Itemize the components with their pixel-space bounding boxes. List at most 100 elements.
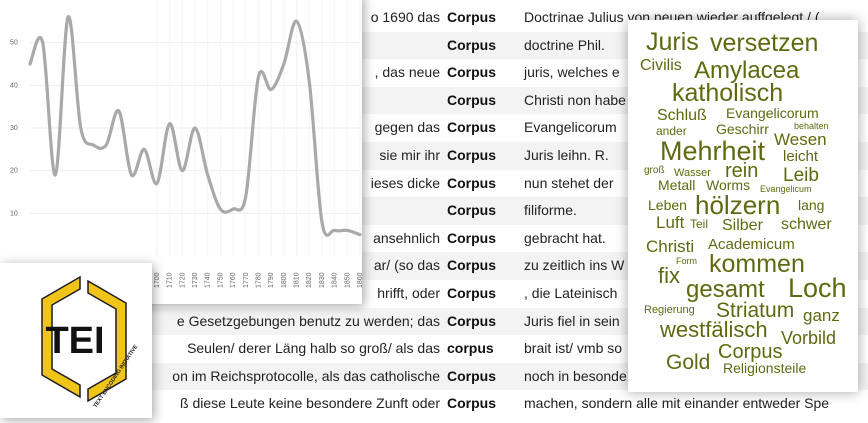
- kwic-left-context: , das neue: [374, 64, 440, 81]
- word-cloud-word: Amylacea: [694, 57, 800, 84]
- kwic-row: , das neue Corpus juris, welches e: [0, 59, 868, 87]
- kwic-row: ieses dicke Corpus nun stehet der: [0, 170, 868, 198]
- kwic-keyword: Corpus: [447, 395, 496, 412]
- x-tick-label: 1700: [154, 272, 161, 288]
- kwic-right-context: Juris leihn. R.: [524, 147, 609, 163]
- word-cloud-word: Vorbild: [781, 328, 837, 348]
- word-cloud-word: gesamt: [686, 276, 765, 303]
- kwic-keyword: corpus: [447, 340, 494, 357]
- kwic-row: hrifft, oder Corpus , die Lateinisch: [0, 280, 868, 308]
- word-cloud-panel: Juris versetzen Civilis Amylacea katholisch S…: [628, 20, 858, 392]
- word-cloud-word: versetzen: [710, 29, 819, 57]
- kwic-row: ansehnlich Corpus gebracht hat.: [0, 225, 868, 253]
- y-tick-label: 50: [10, 40, 18, 47]
- x-tick-label: 1720: [179, 272, 186, 288]
- word-cloud-word: kommen: [709, 250, 805, 278]
- kwic-row: gegen das Corpus Evangelicorum: [0, 114, 868, 142]
- kwic-left-context: e Gesetzgebungen benutz zu werden; das: [176, 312, 440, 329]
- word-cloud-word: leicht: [783, 148, 819, 165]
- kwic-right-context: nun stehet der: [524, 174, 614, 191]
- kwic-right-context: doctrine Phil.: [524, 36, 605, 53]
- y-tick-label: 40: [10, 82, 18, 89]
- word-cloud-word: Wesen: [774, 130, 827, 149]
- word-cloud-word: fix: [658, 263, 680, 288]
- word-cloud-word: Mehrheit: [660, 136, 766, 166]
- x-tick-label: 1860: [357, 272, 362, 288]
- word-cloud-word: Teil: [690, 217, 709, 231]
- kwic-keyword: Corpus: [447, 174, 496, 191]
- word-cloud-word: Academicum: [708, 236, 795, 253]
- word-cloud-word: Form: [676, 256, 697, 266]
- kwic-left-context: gegen das: [374, 119, 440, 136]
- word-cloud-word: ganz: [803, 306, 840, 325]
- kwic-keyword: Corpus: [447, 9, 496, 25]
- kwic-left-context: ansehnlich: [373, 229, 440, 246]
- word-cloud-word: behalten: [794, 121, 829, 131]
- tei-logo-frame-right: [87, 279, 127, 403]
- kwic-left-context: o 1690 das: [370, 9, 440, 25]
- kwic-right-context: gebracht hat.: [524, 229, 606, 246]
- kwic-keyword: Corpus: [447, 64, 496, 81]
- kwic-left-context: Seulen/ derer Läng halb so groß/ als das: [187, 340, 440, 357]
- kwic-keyword: Corpus: [447, 147, 496, 163]
- word-cloud-word: Corpus: [718, 341, 783, 363]
- x-tick-label: 1730: [192, 272, 199, 288]
- kwic-keyword: Corpus: [447, 119, 496, 136]
- x-tick-label: 1740: [205, 272, 212, 288]
- kwic-left-context: on im Reichsprotocolle, als das catholis…: [172, 367, 440, 384]
- kwic-left-context: ieses dicke: [370, 174, 440, 191]
- kwic-right-context: filiforme.: [524, 202, 577, 219]
- word-cloud-word: Geschirr: [716, 121, 769, 137]
- word-cloud-word: Evangelicum: [760, 184, 812, 194]
- x-tick-label: 1780: [255, 272, 262, 288]
- kwic-keyword: Corpus: [447, 229, 496, 246]
- kwic-right-context: , die Lateinisch: [524, 285, 618, 301]
- kwic-right-context: Christi non habe: [524, 91, 626, 108]
- x-tick-label: 1760: [230, 272, 237, 288]
- tei-logo: TEI TEXT ENCODING INITIATIVE: [41, 275, 139, 409]
- x-tick-label: 1800: [281, 272, 288, 288]
- kwic-right-context: machen, sondern alle mit einander entwed…: [524, 395, 830, 412]
- word-cloud-word: rein: [725, 160, 759, 182]
- kwic-row: Seulen/ derer Läng halb so groß/ als das…: [0, 335, 868, 363]
- word-cloud-word: katholisch: [672, 79, 784, 107]
- x-tick-label: 1840: [332, 272, 339, 288]
- word-cloud-word: Evangelicorum: [726, 105, 819, 121]
- kwic-left-context: hrifft, oder: [377, 285, 440, 301]
- kwic-right-context: Juris fiel in sein: [524, 312, 620, 329]
- word-cloud-word: groß: [644, 165, 665, 176]
- kwic-keyword: Corpus: [447, 285, 496, 301]
- word-cloud-word: Juris: [646, 28, 699, 56]
- frequency-chart-panel: 10 20 30 40 50 1700 1710 1720 1730 1740 1750 1760 17…: [0, 0, 362, 304]
- word-cloud-word: Luft: [656, 213, 685, 232]
- x-tick-label: 1710: [167, 272, 174, 288]
- series-line: [28, 15, 362, 237]
- word-cloud-word: hölzern: [695, 190, 781, 220]
- kwic-keyword: Corpus: [447, 312, 496, 329]
- kwic-keyword: Corpus: [447, 202, 496, 219]
- word-cloud-word: Religionsteile: [723, 360, 807, 376]
- word-cloud-word: westfälisch: [660, 317, 768, 342]
- word-cloud-word: Regierung: [644, 304, 695, 316]
- word-cloud-word: Schluß: [657, 107, 707, 124]
- word-cloud-word: Gold: [666, 351, 711, 374]
- word-cloud-word: schwer: [781, 216, 832, 233]
- word-cloud-word: Striatum: [716, 299, 795, 322]
- x-tick-label: 1820: [306, 272, 313, 288]
- x-tick-label: 1830: [319, 272, 326, 288]
- kwic-left-context: ß diese Leute keine besondere Zunft oder: [180, 395, 440, 412]
- x-tick-label: 1790: [268, 272, 275, 288]
- word-cloud-word: ander: [656, 124, 687, 138]
- kwic-left-context: ar/ (so das: [373, 257, 440, 274]
- x-tick-label: 1810: [294, 272, 301, 288]
- kwic-keyword: Corpus: [447, 367, 496, 384]
- x-tick-label: 1850: [344, 272, 351, 288]
- tei-logo-panel: TEI TEXT ENCODING INITIATIVE: [0, 263, 152, 418]
- frequency-chart: 10 20 30 40 50 1700 1710 1720 1730 1740 1750 1760 17…: [10, 0, 362, 288]
- y-tick-label: 20: [10, 168, 18, 175]
- word-cloud-word: Wasser: [674, 167, 711, 179]
- word-cloud-word: Christi: [646, 237, 695, 256]
- kwic-keyword: Corpus: [447, 257, 496, 274]
- kwic-right-context: noch in besonde: [524, 367, 627, 384]
- word-cloud-word: Leben: [648, 197, 687, 213]
